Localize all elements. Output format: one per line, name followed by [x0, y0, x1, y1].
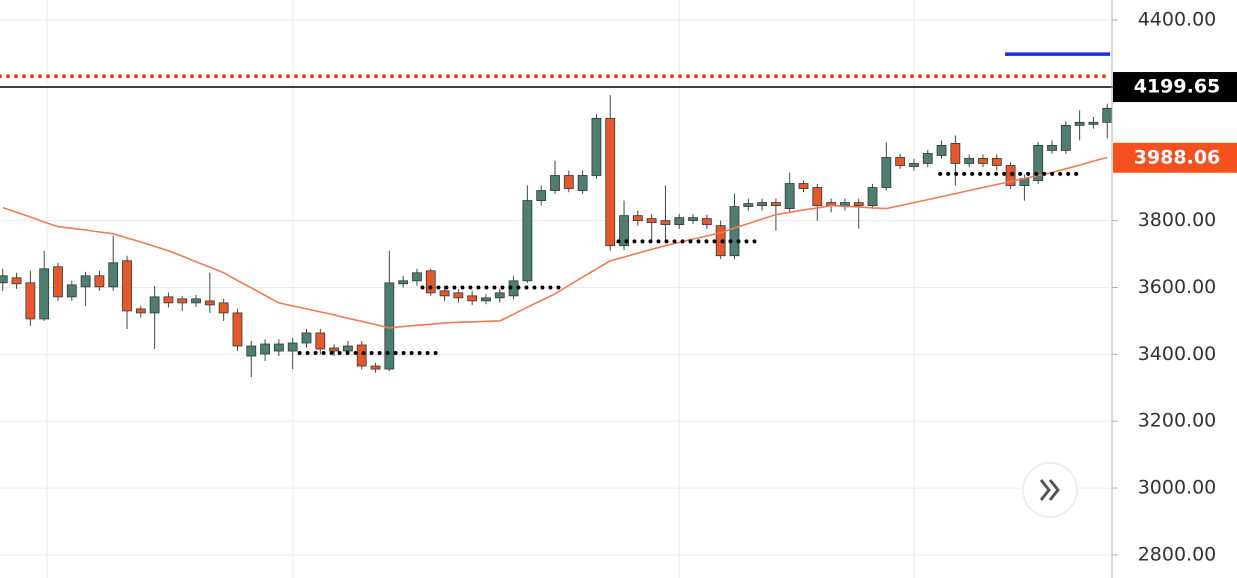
candle-body	[343, 345, 353, 352]
candle-body	[0, 275, 8, 284]
candle-body	[550, 175, 560, 191]
candle-body	[936, 145, 947, 156]
candle-body	[536, 190, 547, 201]
price-label-bg	[1113, 72, 1237, 103]
candle-body	[149, 296, 160, 314]
candle-body	[1047, 145, 1057, 151]
candle-body	[398, 280, 409, 285]
candle-body	[881, 157, 892, 188]
candle-body	[301, 332, 312, 344]
candle-body	[273, 343, 284, 352]
candle-body	[177, 298, 188, 304]
candle-body	[204, 300, 215, 306]
candle-body	[646, 218, 657, 224]
candle-body	[1102, 107, 1113, 123]
candle-body	[122, 260, 132, 312]
candle-body	[370, 365, 381, 370]
candle-body	[384, 282, 395, 370]
candle-body	[467, 295, 478, 302]
plot	[0, 52, 1237, 378]
moving-average	[2, 156, 1108, 329]
candle-body	[895, 157, 906, 166]
candle-body	[784, 183, 795, 210]
y-tick-label: 3600.00	[1138, 276, 1217, 298]
candle-body	[867, 187, 878, 206]
candle-body	[232, 312, 243, 347]
candle-body	[674, 217, 685, 226]
candle-body	[688, 217, 698, 222]
candle-body	[260, 343, 270, 355]
candle-body	[812, 187, 823, 206]
candle-body	[605, 117, 616, 247]
candle-body	[909, 163, 919, 167]
candle-body	[1060, 124, 1071, 151]
candle-body	[1005, 165, 1016, 186]
candle-body	[218, 302, 229, 314]
candle-body	[39, 268, 50, 320]
candle-body	[66, 284, 77, 298]
candle-body	[701, 218, 712, 226]
candle-body	[798, 183, 809, 189]
candle-body	[135, 308, 146, 314]
candle-body	[577, 175, 588, 191]
candle-body	[770, 202, 781, 206]
candle-body	[53, 266, 63, 298]
candle-body	[80, 275, 91, 288]
candle-body	[412, 272, 422, 282]
candle-body	[163, 296, 174, 304]
candle-body	[757, 202, 767, 206]
candle-body	[1033, 145, 1044, 181]
candle-body	[964, 158, 975, 164]
candle-body	[563, 175, 574, 189]
y-tick-label: 3400.00	[1138, 343, 1217, 365]
scroll-button[interactable]	[1022, 462, 1078, 518]
candle-body	[191, 298, 201, 304]
y-tick-label: 3200.00	[1138, 410, 1217, 432]
candle-body	[481, 297, 491, 302]
price-label: 3988.06	[1134, 146, 1221, 168]
candle-body	[356, 344, 367, 367]
candle-body	[246, 345, 257, 357]
price-label-bg	[1113, 142, 1237, 173]
candle-body	[619, 215, 629, 247]
price-label: 4199.65	[1134, 76, 1221, 98]
candle-body	[729, 206, 740, 257]
candle-body	[11, 277, 22, 285]
candle-body	[453, 292, 464, 299]
y-tick-label: 3800.00	[1138, 209, 1217, 231]
candle-body	[978, 158, 988, 164]
y-tick-label: 2800.00	[1138, 543, 1217, 565]
candle-body	[522, 200, 533, 282]
candle-body	[425, 270, 436, 294]
candle-body	[991, 158, 1002, 166]
candle-body	[840, 202, 850, 206]
candle-body	[287, 342, 298, 352]
candle-body	[94, 275, 105, 288]
candle-body	[315, 332, 326, 350]
candle-body	[950, 143, 961, 164]
candle-body	[494, 292, 505, 299]
y-tick-label: 4400.00	[1138, 9, 1217, 31]
candle-body	[439, 290, 450, 297]
candle-body	[632, 215, 643, 222]
candle-body	[1088, 121, 1099, 125]
candle-body	[591, 117, 602, 176]
candle-body	[743, 203, 754, 207]
candle-body	[853, 202, 864, 206]
price-axis: 4400.00 3800.00 3600.00 3400.00 3200.00 3000.…	[1112, 9, 1237, 565]
candle-body	[108, 262, 119, 288]
grid	[0, 0, 1110, 578]
y-tick-label: 3000.00	[1138, 477, 1217, 499]
candle-body	[329, 347, 340, 352]
candle-body	[25, 282, 36, 320]
scroll-icon[interactable]	[1039, 479, 1060, 501]
candle-body	[922, 153, 933, 164]
candle-body	[1074, 121, 1085, 126]
candle-body	[660, 220, 671, 226]
